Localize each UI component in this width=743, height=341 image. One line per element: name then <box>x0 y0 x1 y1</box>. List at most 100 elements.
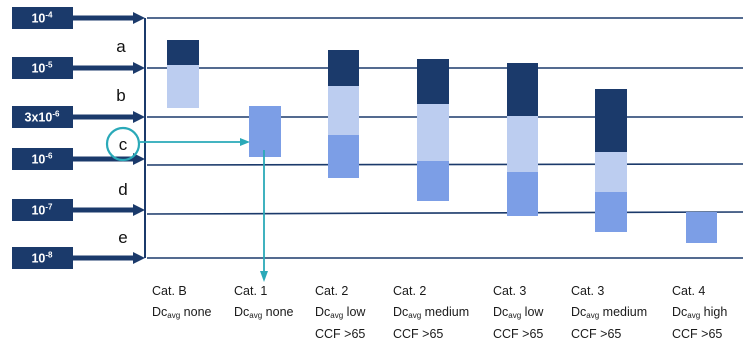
connector-arrow-down-icon <box>260 271 268 282</box>
arrow-shaft <box>73 255 133 261</box>
level-label: 10-8 <box>12 247 145 269</box>
level-exponent: -4 <box>45 11 53 20</box>
level-label-box <box>12 7 73 29</box>
zone-label-d: d <box>118 180 127 199</box>
dc-subscript: avg <box>167 311 181 320</box>
category-dc-level: Dcavg medium <box>571 305 648 320</box>
level-label: 3x10-6 <box>12 106 145 128</box>
level-label-text: 10-6 <box>31 152 53 167</box>
dc-subscript: avg <box>586 311 600 320</box>
level-line <box>146 211 743 215</box>
level-exponent: -6 <box>45 152 53 161</box>
zone-highlight-circle <box>105 126 141 162</box>
level-exponent: -7 <box>45 203 53 212</box>
bar-segment-medium <box>249 106 281 157</box>
category-ccf: CCF >65 <box>493 327 544 341</box>
level-label-text: 3x10-6 <box>25 110 60 125</box>
level-label-text: 10-8 <box>31 251 53 266</box>
level-label-text: 10-5 <box>31 61 53 76</box>
category-bar <box>595 89 627 232</box>
level-base: 10 <box>31 252 45 266</box>
category-bar <box>686 212 717 243</box>
category-name: Cat. 2 <box>315 284 349 298</box>
arrow-shaft <box>73 15 133 21</box>
level-label: 10-7 <box>12 199 145 221</box>
category-name: Cat. 1 <box>234 284 268 298</box>
bar-segment-medium <box>686 212 717 243</box>
dc-subscript: avg <box>687 311 701 320</box>
arrow-head-icon <box>133 204 145 216</box>
category-label: Cat. 2 Dcavg low CCF >65 <box>315 285 365 341</box>
bar-segment-light <box>417 104 449 161</box>
bar-segment-dark <box>595 89 627 152</box>
category-bar <box>328 50 359 178</box>
bar-segment-light <box>328 86 359 135</box>
zone-label-a: a <box>116 37 126 56</box>
level-label-box <box>12 148 73 170</box>
category-bar <box>167 40 199 108</box>
arrow-shaft <box>73 156 133 162</box>
category-dc-level: Dcavg medium <box>393 305 470 320</box>
zone-label-b: b <box>116 86 125 105</box>
bar-segment-dark <box>417 59 449 104</box>
dc-subscript: avg <box>508 311 522 320</box>
bar-segment-medium <box>417 161 449 201</box>
arrow-shaft <box>73 114 133 120</box>
bar-segment-dark <box>167 40 199 65</box>
category-bar <box>249 106 281 157</box>
bar-segment-dark <box>328 50 359 86</box>
level-label-box <box>12 57 73 79</box>
arrow-head-icon <box>133 252 145 264</box>
level-label: 10-5 <box>12 57 145 79</box>
level-exponent: -6 <box>52 110 60 119</box>
category-dc-level: Dcavg low <box>315 305 366 320</box>
category-ccf: CCF >65 <box>393 327 444 341</box>
arrow-head-icon <box>133 153 145 165</box>
arrow-head-icon <box>133 62 145 74</box>
category-bar <box>417 59 449 201</box>
level-label-box <box>12 199 73 221</box>
bar-segment-light <box>595 152 627 192</box>
level-base: 3x10 <box>25 111 53 125</box>
level-label-text: 10-4 <box>31 11 53 26</box>
bar-segment-medium <box>595 192 627 232</box>
bar-segment-light <box>167 65 199 108</box>
category-ccf: CCF >65 <box>672 327 723 341</box>
category-label: Cat. B Dcavg none <box>152 285 211 328</box>
arrow-shaft <box>73 207 133 213</box>
bar-segment-medium <box>507 172 538 216</box>
level-base: 10 <box>31 62 45 76</box>
category-label: Cat. 1 Dcavg none <box>234 285 293 328</box>
category-name: Cat. B <box>152 284 187 298</box>
category-name: Cat. 3 <box>571 284 605 298</box>
category-label: Cat. 2 Dcavg medium CCF >65 <box>393 285 469 341</box>
arrow-head-icon <box>133 111 145 123</box>
category-name: Cat. 4 <box>672 284 706 298</box>
category-dc-level: Dcavg low <box>493 305 544 320</box>
category-name: Cat. 2 <box>393 284 427 298</box>
level-base: 10 <box>31 153 45 167</box>
level-label-box <box>12 247 73 269</box>
category-name: Cat. 3 <box>493 284 527 298</box>
level-exponent: -8 <box>45 251 53 260</box>
arrow-head-icon <box>133 12 145 24</box>
category-label: Cat. 3 Dcavg medium CCF >65 <box>571 285 647 341</box>
zone-label-e: e <box>118 228 127 247</box>
category-dc-level: Dcavg none <box>234 305 294 320</box>
level-label-text: 10-7 <box>31 203 53 218</box>
level-label: 10-4 <box>12 7 145 29</box>
level-base: 10 <box>31 12 45 26</box>
dc-subscript: avg <box>249 311 263 320</box>
category-label: Cat. 4 Dcavg high CCF >65 <box>672 285 727 341</box>
category-dc-level: Dcavg none <box>152 305 212 320</box>
dc-subscript: avg <box>330 311 344 320</box>
zone-label-c: c <box>119 135 128 154</box>
category-dc-level: Dcavg high <box>672 305 728 320</box>
level-label: 10-6 <box>12 148 145 170</box>
dc-subscript: avg <box>408 311 422 320</box>
category-ccf: CCF >65 <box>315 327 366 341</box>
category-ccf: CCF >65 <box>571 327 622 341</box>
arrow-shaft <box>73 65 133 71</box>
category-bar <box>507 63 538 216</box>
